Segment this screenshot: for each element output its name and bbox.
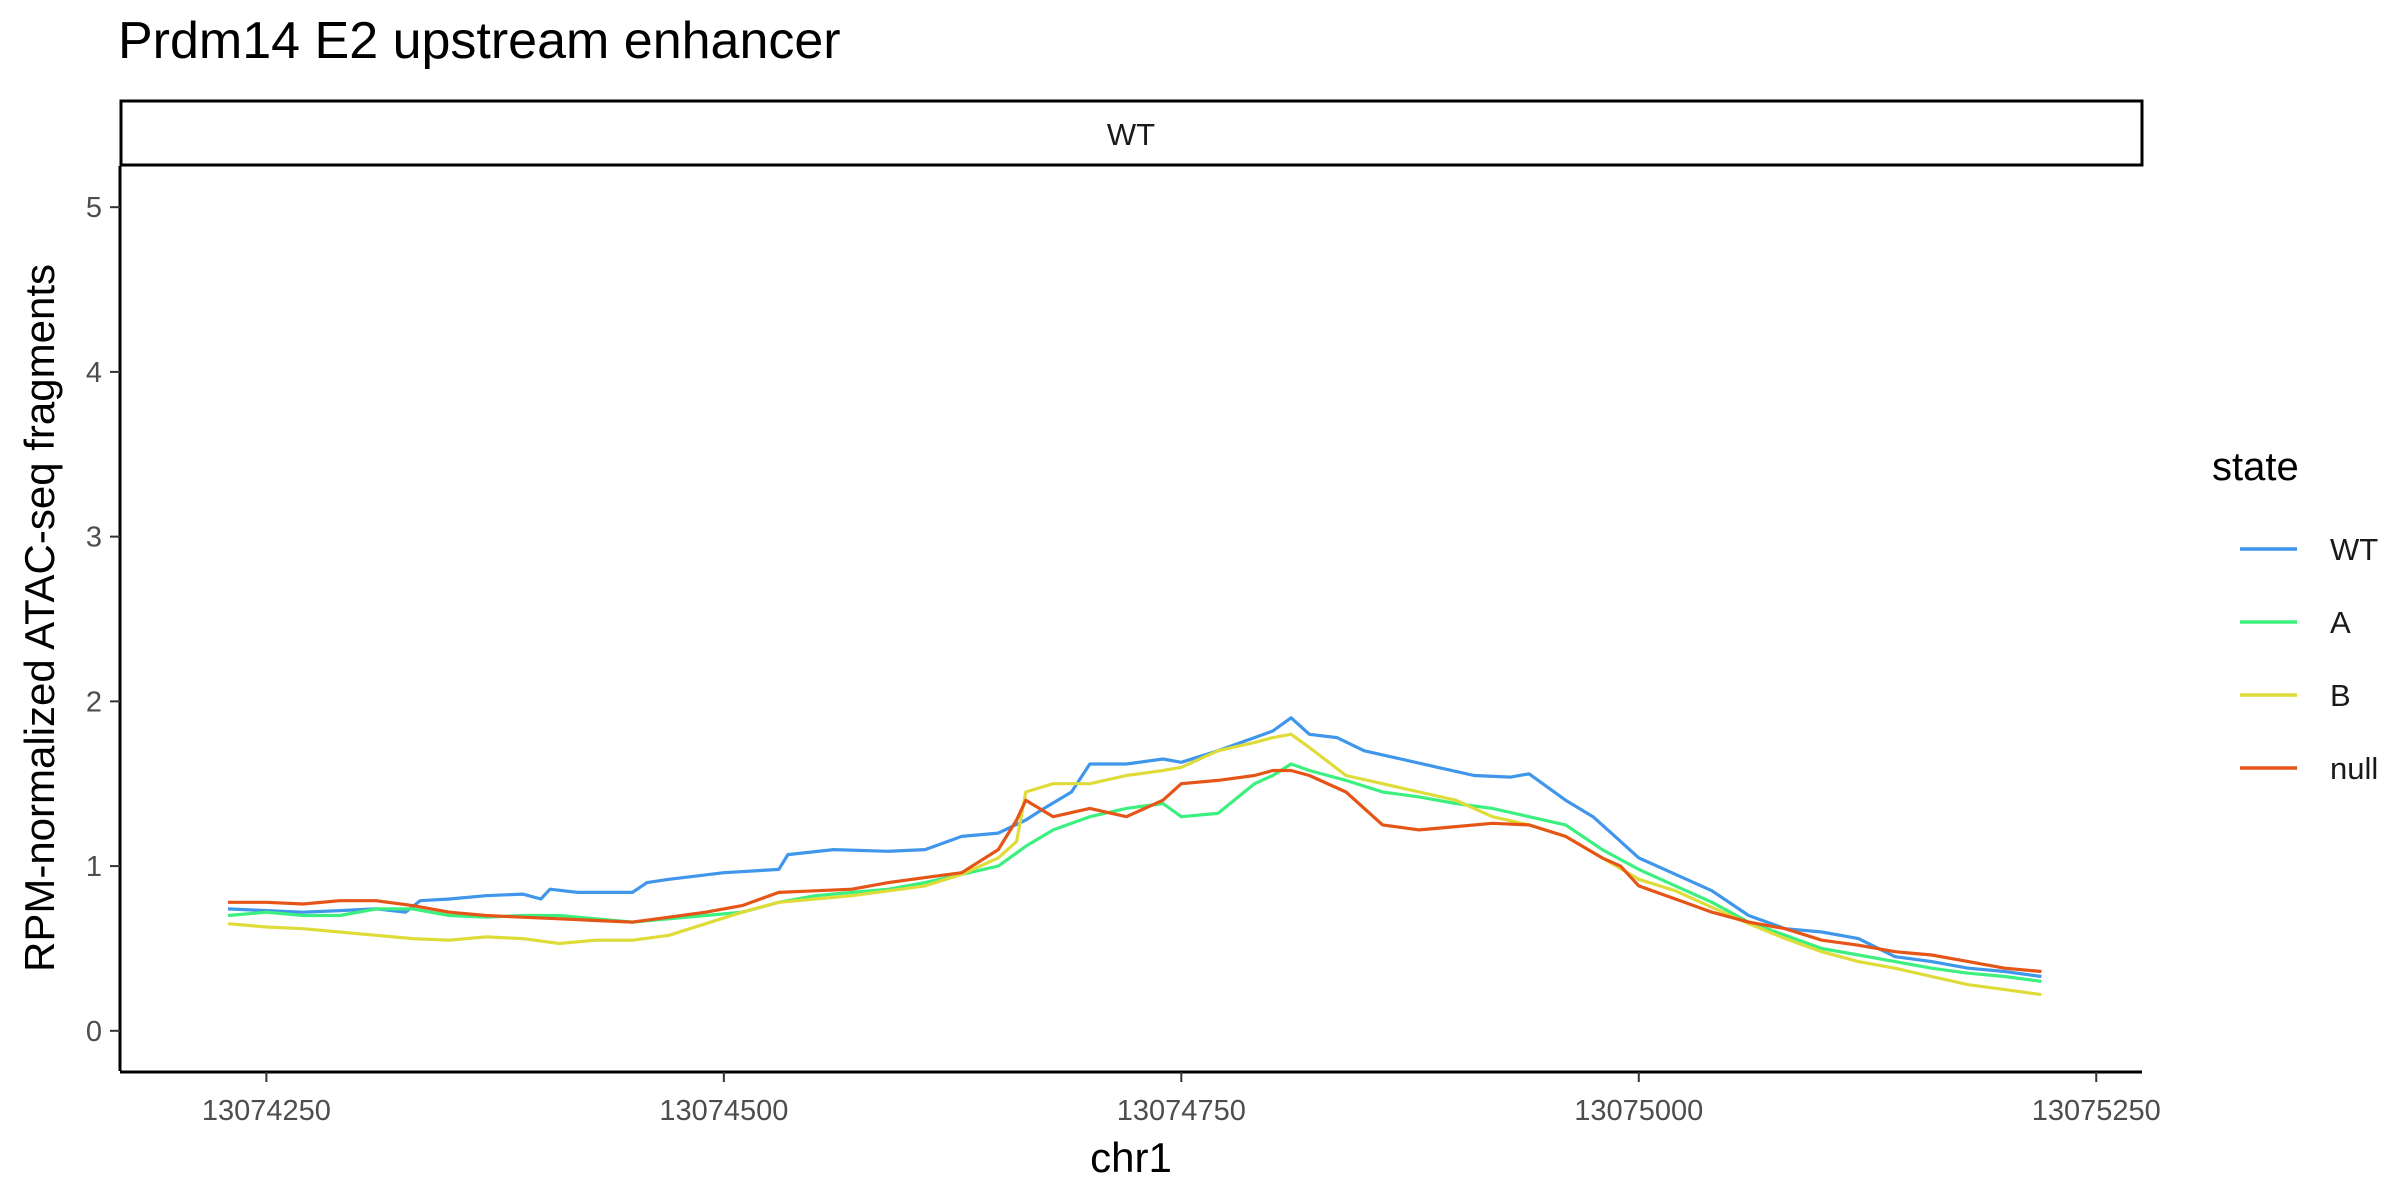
series-line-null [228, 768, 2042, 974]
legend-label-wt: WT [2330, 532, 2378, 567]
y-tick-label: 4 [86, 357, 102, 389]
legend-label-b: B [2330, 678, 2351, 713]
x-axis-title: chr1 [1090, 1134, 1172, 1181]
y-axis: 0 1 2 3 4 5 [86, 166, 122, 1071]
facet-strip: WT [119, 99, 2144, 167]
y-tick-label: 1 [86, 851, 102, 883]
x-tick-label: 13074250 [202, 1095, 331, 1127]
y-axis-ticks: 0 1 2 3 4 5 [86, 192, 120, 1048]
facet-strip-box [119, 99, 2144, 167]
y-tick-label: 3 [86, 522, 102, 554]
x-axis-ticks: 13074250 13074500 13074750 13075000 13075250 [202, 1072, 2161, 1127]
series-line-a [227, 762, 2042, 983]
series-line-wt [227, 716, 2042, 979]
series-line-b [227, 732, 2042, 997]
facet-strip-label: WT [1107, 117, 1155, 152]
x-tick-label: 13074500 [659, 1095, 788, 1127]
legend-title: state [2212, 445, 2299, 489]
series-layer [227, 716, 2042, 997]
x-tick-label: 13075000 [1574, 1095, 1703, 1127]
y-tick-label: 5 [86, 192, 102, 224]
legend-label-null: null [2330, 751, 2378, 786]
y-tick-label: 2 [86, 686, 102, 718]
y-axis-title: RPM-normalized ATAC-seq fragments [16, 264, 63, 972]
y-tick-label: 0 [86, 1016, 102, 1048]
x-axis: 13074250 13074500 13074750 13075000 13075250 [120, 1070, 2161, 1127]
x-tick-label: 13075250 [2032, 1095, 2161, 1127]
x-tick-label: 13074750 [1117, 1095, 1246, 1127]
chart-title: Prdm14 E2 upstream enhancer [118, 12, 841, 70]
legend-label-a: A [2330, 605, 2351, 640]
